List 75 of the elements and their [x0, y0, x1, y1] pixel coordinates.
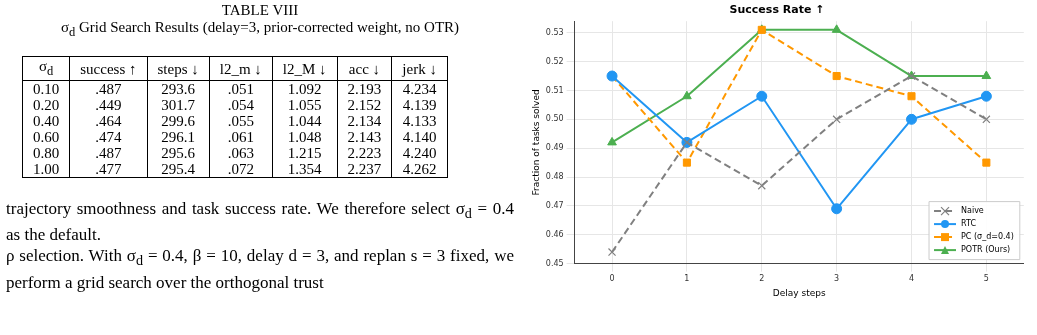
category-label: σ$_{d}$ — [38, 58, 54, 78]
text: 296.1 — [161, 129, 195, 145]
y-tick-label: 0.51 — [545, 85, 564, 95]
text: 4.262 — [402, 161, 437, 177]
text: 2.237 — [347, 161, 382, 177]
y-tick-label: 0.50 — [545, 114, 564, 124]
text: 295.4 — [161, 161, 195, 177]
text: .063 — [227, 145, 254, 161]
category-label: jerk ↓ — [402, 60, 437, 77]
y-tick-label: 0.52 — [545, 56, 564, 66]
x-tick-label: 3 — [834, 274, 840, 284]
text: 1.044 — [287, 113, 322, 129]
x-tick-label: 5 — [983, 274, 989, 284]
text: TABLE VIII — [221, 2, 299, 18]
text: .055 — [227, 113, 254, 129]
text: trajectory smoothness and task success rate. We therefore select σ$_{d}$ = 0.4 as the default. — [6, 199, 515, 245]
text: 2.134 — [347, 113, 382, 129]
text: 4.240 — [402, 145, 437, 161]
text: 4.234 — [402, 81, 437, 97]
category-label: acc ↓ — [348, 60, 381, 77]
text: 1.215 — [287, 145, 322, 161]
y-tick-label: 0.53 — [545, 27, 564, 37]
text: .487 — [95, 145, 122, 161]
text: .449 — [95, 97, 122, 113]
category-label: steps ↓ — [157, 60, 199, 77]
text: .072 — [227, 161, 254, 177]
category-label: success ↑ — [80, 60, 137, 77]
text: 299.6 — [161, 113, 195, 129]
text: 4.139 — [402, 97, 437, 113]
text: 1.055 — [287, 97, 322, 113]
text: σ$_{d}$ Grid Search Results (delay=3, prior-corrected weight, no OTR) — [60, 19, 460, 39]
text: 4.140 — [402, 129, 437, 145]
chart-title: Success Rate ↑ — [729, 3, 825, 17]
y-tick-label: 0.49 — [545, 143, 564, 153]
category-label: l2_m ↓ — [219, 60, 262, 77]
text: 293.6 — [161, 81, 195, 97]
y-tick-label: 0.46 — [545, 229, 564, 239]
text: 1.092 — [287, 81, 322, 97]
legend-label: Naive — [961, 206, 984, 216]
y-tick-label: 0.45 — [545, 258, 564, 268]
text: .477 — [95, 161, 122, 177]
text: .051 — [227, 81, 254, 97]
x-tick-label: 0 — [609, 274, 615, 284]
text: 301.7 — [161, 97, 195, 113]
y-tick-label: 0.47 — [545, 200, 564, 210]
text: 295.6 — [161, 145, 195, 161]
text: 2.223 — [347, 145, 382, 161]
text: 2.193 — [347, 81, 382, 97]
text: .464 — [95, 113, 122, 129]
text: .487 — [95, 81, 122, 97]
x-tick-label: 2 — [759, 274, 765, 284]
text: .061 — [227, 129, 254, 145]
text: 0.80 — [33, 145, 60, 161]
x-tick-label: 1 — [684, 274, 690, 284]
text: 0.60 — [33, 129, 60, 145]
text: 1.00 — [33, 161, 60, 177]
category-label: l2_M ↓ — [282, 60, 327, 77]
text: 1.048 — [287, 129, 322, 145]
text: 4.133 — [402, 113, 437, 129]
legend-label: POTR (Ours) — [961, 245, 1011, 255]
x-axis-title: Delay steps — [772, 287, 826, 298]
x-tick-label: 4 — [908, 274, 915, 284]
text: .474 — [95, 129, 122, 145]
text: 2.143 — [347, 129, 382, 145]
text: 0.20 — [33, 97, 60, 113]
text: 2.152 — [347, 97, 382, 113]
text: ρ selection. With σ$_{d}$ = 0.4, β = 10, delay d = 3, and replan s = 3 fixed, we perform a grid search over the orthogonal trust — [6, 246, 514, 292]
text: 1.354 — [287, 161, 322, 177]
legend-label: PC (σ_d=0.4) — [961, 232, 1014, 242]
text: 0.10 — [33, 81, 60, 97]
legend-label: RTC — [961, 219, 977, 229]
y-tick-label: 0.48 — [545, 172, 564, 182]
text: 0.40 — [33, 113, 60, 129]
y-axis-title: Fraction of tasks solved — [530, 89, 541, 196]
text: .054 — [227, 97, 254, 113]
